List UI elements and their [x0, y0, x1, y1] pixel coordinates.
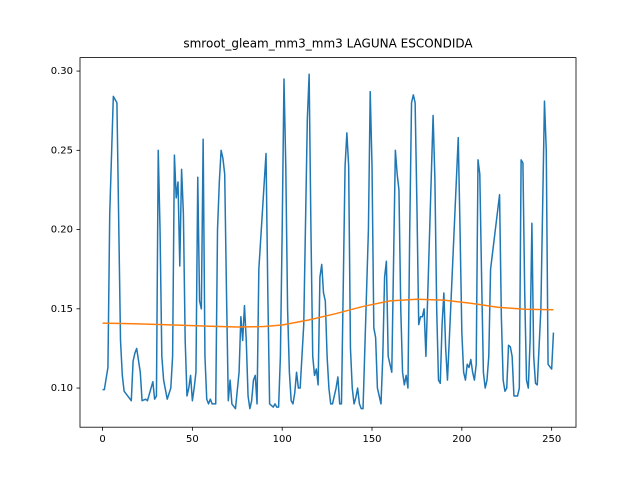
x-tick-label: 150: [362, 434, 381, 445]
x-tick-label: 250: [542, 434, 561, 445]
line-series: [102, 298, 554, 328]
x-tick-label: 0: [99, 434, 105, 445]
x-tick-label: 50: [186, 434, 199, 445]
y-tick-label: 0.15: [51, 304, 73, 315]
line-series: [102, 73, 555, 410]
y-tick-label: 0.30: [51, 66, 73, 77]
y-tick-label: 0.20: [51, 225, 73, 236]
x-tick-label: 200: [452, 434, 471, 445]
x-tick-label: 100: [273, 434, 292, 445]
y-tick-label: 0.25: [51, 145, 73, 156]
y-tick-label: 0.10: [51, 383, 73, 394]
plot-frame: [79, 57, 577, 428]
chart-title: smroot_gleam_mm3_mm3 LAGUNA ESCONDIDA: [183, 37, 473, 51]
